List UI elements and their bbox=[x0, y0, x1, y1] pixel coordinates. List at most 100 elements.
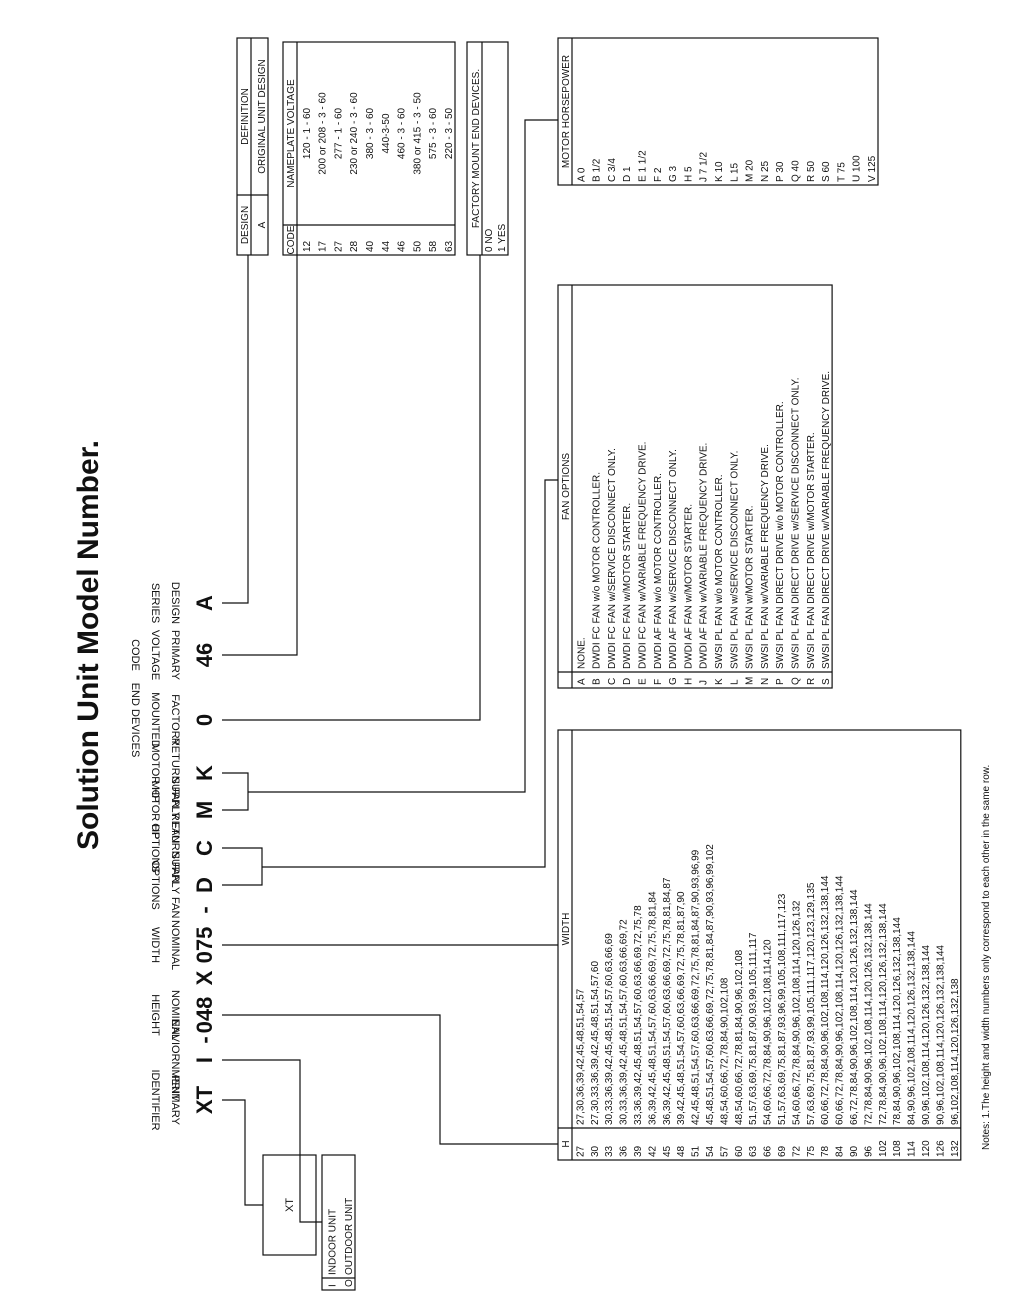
table-cell: N bbox=[760, 678, 771, 685]
code-label-line: SUPPLY FAN bbox=[169, 777, 181, 844]
code-label: NOMINAL WIDTH bbox=[149, 920, 181, 970]
table-cell: 42,45,48,51,54,57,60,63,66,69,72,75,78,8… bbox=[691, 849, 702, 1125]
table-cell: 51 bbox=[691, 1145, 702, 1157]
code-label-line: SUPPLY FAN bbox=[169, 852, 181, 919]
table-cell: 45 bbox=[662, 1145, 673, 1157]
code-part: 075 bbox=[192, 927, 217, 964]
table-border bbox=[321, 1154, 356, 1291]
code-part: - bbox=[192, 1036, 217, 1043]
table-cell: DWDI AF FAN w/MOTOR STARTER. bbox=[683, 504, 694, 669]
table-cell: SWSI PL FAN w/VARIABLE FREQUENCY DRIVE. bbox=[760, 444, 771, 669]
table-cell: 36 bbox=[619, 1145, 630, 1157]
table-cell: SWSI PL FAN w/o MOTOR CONTROLLER. bbox=[714, 475, 725, 669]
table-cell: K bbox=[714, 678, 725, 685]
table-cell: G bbox=[668, 677, 679, 685]
table-cell: 51,57,63,69,75,81,87,90,93,99,105,111,11… bbox=[748, 932, 759, 1125]
table-cell: 28 bbox=[349, 240, 360, 252]
table-cell: 12 bbox=[302, 240, 313, 252]
table-cell: 44 bbox=[381, 240, 392, 252]
table-cell: 36,39,42,45,48,51,54,57,60,63,66,69,72,7… bbox=[662, 877, 673, 1125]
table-cell: INDOOR UNIT bbox=[328, 1209, 339, 1275]
table-cell: 0 NO bbox=[484, 228, 495, 252]
table-cell: 17 bbox=[318, 240, 329, 252]
table-header: CODE bbox=[286, 225, 297, 254]
table-cell: 27,30,36,39,42,45,48,51,54,57 bbox=[575, 988, 586, 1125]
code-part: D bbox=[192, 877, 217, 893]
connectors bbox=[222, 119, 558, 1223]
table-cell: A bbox=[257, 221, 268, 228]
code-label: NOMINAL HEIGHT bbox=[149, 990, 181, 1040]
table-cell: 27,30,33,36,39,42,45,48,51,54,57,60 bbox=[590, 961, 601, 1125]
code-label-line: CODE bbox=[129, 639, 141, 671]
code-part: 048 bbox=[192, 997, 217, 1034]
table-cell: H 5 bbox=[683, 166, 694, 182]
code-label: SUPPLY FAN OPTIONS bbox=[149, 852, 181, 919]
code-label: ENVIORNMENT bbox=[169, 1019, 181, 1101]
code-label-line: RETURN FAN bbox=[169, 738, 181, 808]
table-cell: C 3/4 bbox=[607, 158, 618, 182]
code-label-line: MOTOR HP bbox=[149, 743, 161, 802]
table-cell: 48 bbox=[676, 1145, 687, 1157]
table-cell: SWSI PL FAN w/SERVICE DISCONNECT ONLY. bbox=[729, 451, 740, 669]
table-cell: 30 bbox=[590, 1145, 601, 1157]
table-cell: P bbox=[775, 678, 786, 685]
table-cell: 75 bbox=[806, 1145, 817, 1157]
table-cell: 72,78,84,90,96,102,108,114,120,126,132,1… bbox=[863, 903, 874, 1125]
table-cell: L 15 bbox=[729, 162, 740, 182]
code-label: RETURN FAN OPTIONS bbox=[149, 813, 181, 883]
table-border bbox=[557, 729, 962, 1161]
table-cell: H bbox=[683, 678, 694, 685]
table-cell: 66 bbox=[763, 1145, 774, 1157]
table-cell: 60,66,72,78,84,90,96,102,108,114,120,126… bbox=[820, 875, 831, 1125]
table-cell: DWDI AF FAN w/VARIABLE FREQUENCY DRIVE. bbox=[699, 443, 710, 669]
table-cell: SWSI PL FAN DIRECT DRIVE w/MOTOR STARTER… bbox=[806, 432, 817, 669]
table-cell: 66,72,78,84,90,96,102,108,114,120,126,13… bbox=[849, 889, 860, 1125]
table-cell: 380 - 3 - 60 bbox=[365, 107, 376, 159]
code-label-line: PRIMARY bbox=[169, 1075, 181, 1126]
table-cell: 440-3-50 bbox=[381, 113, 392, 153]
table-cell: 30,33,36,39,42,45,48,51,54,57,60,63,66,6… bbox=[619, 919, 630, 1125]
table-cell: 460 - 3 - 60 bbox=[397, 107, 408, 159]
table-cell: K 10 bbox=[714, 161, 725, 182]
table-cell: 54 bbox=[705, 1145, 716, 1157]
connector bbox=[222, 255, 249, 604]
table-cell: 90,96,102,108,114,120,126,132,138,144 bbox=[935, 945, 946, 1125]
table-cell: 575 - 3 - 60 bbox=[428, 107, 439, 159]
table-cell: 46 bbox=[397, 240, 408, 252]
table-cell: S 60 bbox=[821, 161, 832, 182]
table-cell: 39,42,45,48,51,54,57,60,63,66,69,72,75,7… bbox=[676, 891, 687, 1125]
table-cell: 33 bbox=[604, 1145, 615, 1157]
table-cell: 54,60,66,72,78,84,90,96,102,108,114,120 bbox=[763, 939, 774, 1125]
table-cell: A 0 bbox=[576, 167, 587, 182]
table-cell: 200 or 208 - 3 - 60 bbox=[318, 92, 329, 175]
table-cell: P 30 bbox=[775, 161, 786, 182]
code-label: DESIGN SERIES bbox=[149, 582, 181, 624]
code-part: 46 bbox=[192, 643, 217, 667]
table-cell: L bbox=[729, 679, 740, 685]
code-label-line: PRIMARY bbox=[169, 630, 181, 681]
code-part: M bbox=[192, 801, 217, 819]
table-border bbox=[282, 41, 456, 256]
table-cell: 60,66,72,78,84,90,96,102,108,114,120,126… bbox=[835, 875, 846, 1125]
table-header: DEFINITION bbox=[240, 88, 251, 145]
table-cell: E bbox=[638, 678, 649, 685]
code-part: 0 bbox=[192, 714, 217, 726]
connector bbox=[262, 479, 558, 868]
connector bbox=[222, 847, 263, 886]
table-cell: SWSI PL FAN w/MOTOR STARTER. bbox=[745, 505, 756, 669]
code-label-line: NOMINAL bbox=[169, 920, 181, 970]
table-cell: SWSI PL FAN DIRECT DRIVE w/VARIABLE FREQ… bbox=[821, 371, 832, 669]
connector bbox=[222, 1014, 558, 1145]
table-cell: D 1 bbox=[622, 166, 633, 182]
table-header: MOTOR HORSEPOWER bbox=[561, 55, 572, 168]
code-part: XT bbox=[192, 1085, 217, 1114]
table-cell: B 1/2 bbox=[592, 158, 603, 182]
table-cell: 33,36,39,42,45,48,51,54,57,60,63,66,69,7… bbox=[633, 905, 644, 1125]
table-cell: Q bbox=[791, 677, 802, 685]
table-cell: 380 or 415 - 3 - 50 bbox=[412, 92, 423, 175]
table-header: DESIGN bbox=[240, 206, 251, 244]
table-cell: DWDI AF FAN w/SERVICE DISCONNECT ONLY. bbox=[668, 449, 679, 669]
